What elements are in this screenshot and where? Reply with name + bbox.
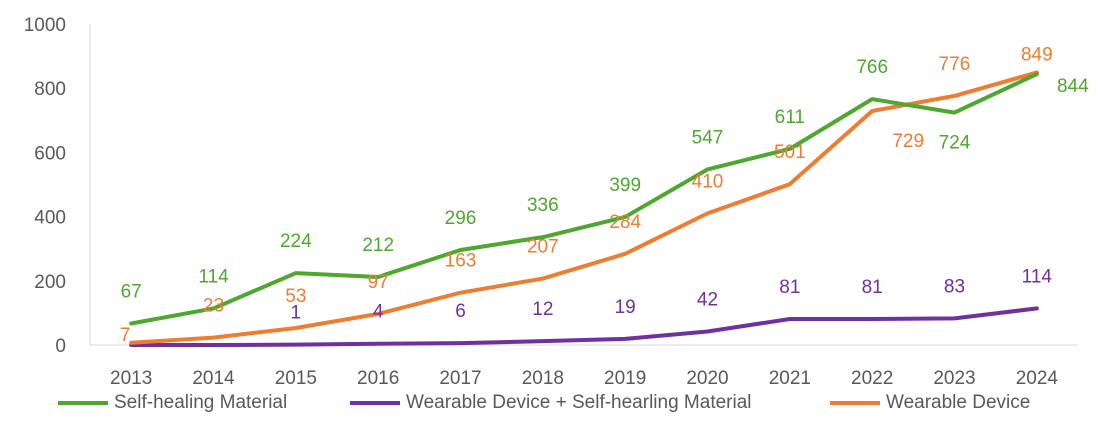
- legend-swatch-green: [58, 401, 108, 405]
- data-label: 1: [291, 303, 302, 324]
- x-tick-label: 2019: [604, 368, 646, 389]
- y-tick-label: 200: [34, 272, 66, 293]
- x-tick-label: 2020: [686, 368, 728, 389]
- x-tick-label: 2015: [275, 368, 317, 389]
- data-label: 6: [455, 301, 466, 322]
- y-tick-label: 1000: [24, 15, 66, 36]
- data-label: 284: [609, 212, 641, 233]
- axes: 0 200 400 600 800 1000 2013 2014 2015 2016 2017 201…: [24, 15, 1078, 389]
- data-label: 410: [692, 171, 724, 192]
- x-tick-label: 2014: [192, 368, 235, 389]
- y-tick-label: 0: [55, 336, 66, 357]
- data-label: 207: [527, 237, 559, 258]
- y-tick-label: 600: [34, 143, 66, 164]
- data-label: 81: [862, 277, 883, 298]
- series-line-0: [129, 72, 1039, 326]
- data-label: 81: [779, 277, 800, 298]
- data-label: 83: [944, 276, 965, 297]
- data-label: 53: [285, 286, 306, 307]
- data-label: 212: [362, 235, 394, 256]
- series-line-2: [129, 70, 1039, 345]
- data-label: 42: [697, 290, 718, 311]
- x-tick-label: 2024: [1016, 368, 1059, 389]
- y-tick-label: 800: [34, 79, 66, 100]
- data-label: 224: [280, 231, 312, 252]
- data-label: 547: [692, 127, 724, 148]
- data-label: 296: [445, 208, 477, 229]
- data-label: 12: [532, 299, 553, 320]
- x-tick-label: 2023: [933, 368, 975, 389]
- data-label: 336: [527, 195, 559, 216]
- data-label: 114: [1022, 266, 1053, 287]
- legend-label: Wearable Device + Self-hearling Material: [406, 392, 752, 413]
- legend-swatch-orange: [830, 401, 880, 405]
- x-tick-label: 2022: [851, 368, 893, 389]
- data-label: 163: [445, 251, 477, 272]
- data-label: 97: [368, 272, 389, 293]
- x-tick-label: 2017: [439, 368, 481, 389]
- data-labels: 67 114 224 212 296 336 399 547 611 766 724 844 1 4 6 12…: [120, 44, 1089, 345]
- y-tick-label: 400: [34, 208, 66, 229]
- series-lines: [129, 70, 1039, 347]
- data-label: 766: [856, 57, 888, 78]
- data-label: 23: [203, 296, 224, 317]
- data-label: 114: [198, 266, 229, 287]
- legend-item-self-healing-material: Self-healing Material: [58, 388, 287, 418]
- data-label: 724: [939, 133, 971, 154]
- data-label: 7: [120, 325, 131, 346]
- line-chart: 0 200 400 600 800 1000 2013 2014 2015 2016 2017 201…: [24, 15, 1089, 389]
- legend-item-wearable-self-healing: Wearable Device + Self-hearling Material: [350, 388, 752, 418]
- legend-label: Self-healing Material: [114, 392, 288, 413]
- series-line-1: [129, 306, 1039, 347]
- data-label: 844: [1057, 76, 1089, 97]
- data-label: 4: [373, 302, 384, 323]
- x-tick-label: 2018: [522, 368, 564, 389]
- legend-swatch-purple: [350, 401, 400, 405]
- x-tick-label: 2021: [769, 368, 811, 389]
- x-tick-label: 2013: [110, 368, 152, 389]
- legend-item-wearable-device: Wearable Device: [830, 388, 1030, 418]
- data-label: 611: [775, 107, 805, 128]
- data-label: 849: [1021, 44, 1053, 65]
- data-label: 19: [615, 297, 636, 318]
- data-label: 729: [892, 131, 924, 152]
- data-label: 776: [939, 54, 971, 75]
- x-tick-label: 2016: [357, 368, 399, 389]
- data-label: 501: [774, 142, 806, 163]
- legend-label: Wearable Device: [886, 392, 1031, 413]
- legend: Self-healing Material Wearable Device + …: [0, 388, 1098, 424]
- data-label: 399: [609, 175, 641, 196]
- data-label: 67: [121, 281, 142, 302]
